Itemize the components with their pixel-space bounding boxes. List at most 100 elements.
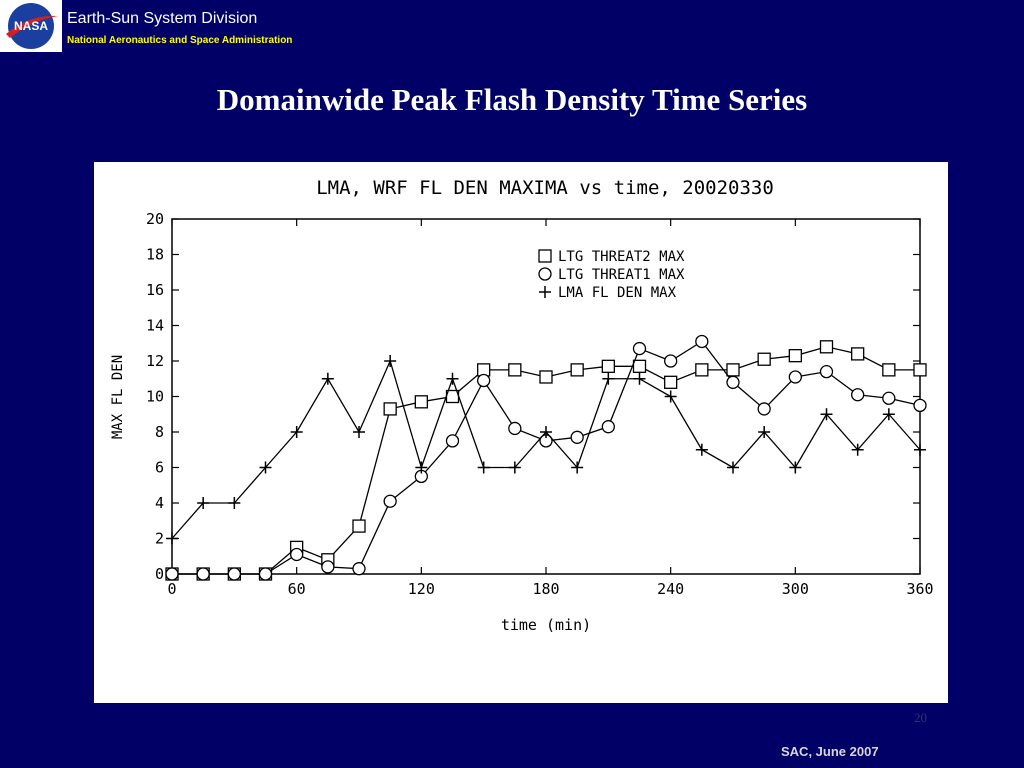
y-axis-label: MAX FL DEN: [110, 355, 126, 439]
plus-marker: [446, 372, 459, 385]
series-lma-fl-den-max: [166, 355, 926, 545]
square-marker: [695, 363, 709, 377]
plus-marker: [695, 443, 708, 456]
circle-marker: [538, 267, 552, 281]
y-tick-label: 4: [155, 494, 164, 512]
plus-marker: [820, 408, 833, 421]
plus-marker: [197, 497, 210, 509]
plus-marker: [384, 355, 397, 367]
square-marker: [819, 340, 834, 354]
flash-density-chart: LMA, WRF FL DEN MAXIMA vs time, 20020330…: [110, 177, 934, 634]
circle-marker: [788, 370, 802, 384]
x-tick-label: 180: [532, 580, 559, 598]
plus-marker: [166, 532, 178, 545]
y-tick-label: 6: [155, 459, 164, 477]
legend: LTG THREAT2 MAX LTG THREAT1 MAX LMA FL DEN…: [538, 249, 685, 301]
series-ltg-threat2-max: [165, 340, 927, 581]
nasa-logo-text: NASA: [14, 19, 48, 33]
nasa-logo-swoosh: [6, 15, 58, 38]
plus-marker: [477, 461, 490, 474]
square-marker: [851, 347, 865, 361]
square-marker: [601, 359, 615, 373]
agency-name: National Aeronautics and Space Administr…: [67, 35, 293, 46]
legend-label: LTG THREAT2 MAX: [558, 249, 685, 265]
circle-marker: [913, 398, 927, 413]
square-marker: [882, 363, 896, 377]
square-marker: [414, 395, 428, 409]
plus-marker: [914, 443, 926, 456]
circle-marker: [757, 402, 771, 416]
x-tick-label: 60: [288, 580, 306, 598]
plus-marker: [290, 426, 303, 438]
square-marker: [757, 352, 771, 366]
plus-marker: [539, 286, 551, 298]
square-marker: [726, 363, 740, 377]
circle-marker: [477, 373, 491, 388]
circle-marker: [508, 421, 522, 436]
plus-marker: [228, 497, 241, 509]
circle-marker: [726, 375, 740, 389]
square-marker: [632, 359, 647, 373]
circle-marker: [632, 341, 647, 356]
plus-marker: [259, 461, 272, 474]
plus-marker: [882, 408, 895, 421]
y-tick-label: 2: [155, 530, 164, 548]
chart-panel: LMA, WRF FL DEN MAXIMA vs time, 20020330…: [94, 162, 948, 703]
series-ltg-threat1-max: [165, 334, 927, 581]
y-tick-label: 10: [146, 388, 164, 406]
square-marker: [539, 370, 553, 384]
series-line-lma-fl-den-max: [171, 359, 921, 539]
division-name: Earth-Sun System Division: [67, 10, 258, 27]
circle-marker: [258, 567, 273, 581]
series-group: [165, 334, 927, 581]
legend-label: LTG THREAT1 MAX: [558, 267, 685, 283]
axes: 0 60 120 180 240 300 360 0 2 4 6 8 10 12 14 16 18 20: [146, 210, 934, 598]
plus-marker: [727, 461, 739, 474]
y-tick-label: 0: [155, 565, 164, 583]
y-tick-label: 8: [155, 423, 164, 441]
nasa-logo-disc: [8, 3, 54, 49]
circle-marker: [227, 567, 241, 581]
y-tick-label: 16: [146, 281, 164, 299]
plus-marker: [851, 443, 864, 456]
circle-marker: [851, 388, 865, 402]
nasa-logo: NASA: [0, 0, 62, 52]
square-marker: [788, 349, 802, 363]
circle-marker: [383, 494, 397, 508]
plus-marker: [540, 426, 552, 438]
circle-marker: [601, 420, 615, 434]
circle-marker: [352, 562, 366, 576]
circle-marker: [664, 354, 678, 368]
circle-marker: [882, 391, 896, 405]
plus-marker: [571, 461, 584, 474]
circle-marker: [290, 547, 304, 562]
square-marker: [538, 249, 552, 263]
circle-marker: [321, 560, 335, 574]
square-marker: [664, 375, 678, 389]
x-tick-label: 120: [408, 580, 435, 598]
square-marker: [383, 402, 397, 416]
footer-text: SAC, June 2007: [781, 744, 879, 759]
plus-marker: [758, 426, 771, 438]
plus-marker: [664, 390, 677, 403]
legend-label: LMA FL DEN MAX: [558, 285, 677, 301]
circle-marker: [445, 434, 460, 448]
plus-marker: [353, 426, 365, 438]
square-marker: [508, 363, 522, 377]
x-tick-label: 300: [782, 580, 809, 598]
plus-marker: [602, 372, 615, 385]
circle-marker: [695, 334, 709, 349]
x-axis-label: time (min): [501, 616, 591, 634]
slide-number: 20: [914, 710, 927, 725]
chart-title: LMA, WRF FL DEN MAXIMA vs time, 20020330: [316, 177, 774, 199]
y-tick-label: 18: [146, 246, 164, 264]
circle-marker: [819, 364, 834, 379]
y-tick-label: 14: [146, 317, 164, 335]
y-tick-label: 12: [146, 352, 164, 370]
x-tick-label: 0: [167, 580, 176, 598]
plus-marker: [321, 372, 334, 385]
slide-title: Domainwide Peak Flash Density Time Serie…: [216, 82, 808, 117]
plus-marker: [633, 372, 646, 385]
plus-marker: [415, 461, 428, 474]
x-tick-label: 360: [906, 580, 933, 598]
